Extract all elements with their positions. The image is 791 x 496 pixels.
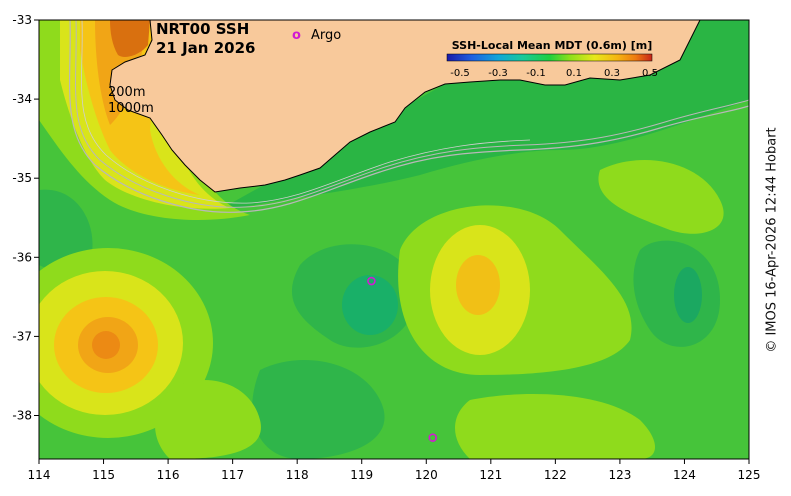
isobath-200m [68, 20, 749, 213]
argo-float-marker [367, 276, 376, 286]
x-tick-label: 125 [738, 468, 761, 482]
colorbar-tick-label: 0.1 [566, 68, 582, 79]
credit-text: © IMOS 16-Apr-2026 12:44 Hobart [764, 127, 780, 353]
x-tick-label: 120 [415, 468, 438, 482]
x-tick-label: 114 [28, 468, 51, 482]
isobath-label-200m: 200m [108, 85, 145, 100]
isobath-1000m [75, 20, 749, 208]
x-tick-label: 119 [350, 468, 373, 482]
colorbar-tick-label: 0.3 [604, 68, 620, 79]
credit-panel: © IMOS 16-Apr-2026 12:44 Hobart [760, 20, 784, 460]
argo-float-marker [428, 433, 438, 442]
east-lobe [598, 160, 724, 234]
ssh-low-center [342, 275, 398, 335]
colorbar-ticks: -0.5 -0.3 -0.1 0.1 0.3 0.5 [450, 68, 658, 79]
x-tick-label: 116 [157, 468, 180, 482]
eddy-central-inner [456, 255, 500, 315]
boundary-current-peak [110, 20, 150, 57]
south-lobe-1 [155, 380, 261, 459]
colorbar [446, 53, 653, 62]
y-tick-label: -35 [12, 171, 32, 185]
argo-legend-label: Argo [311, 28, 341, 43]
colorbar-tick-label: -0.5 [450, 68, 470, 79]
x-tick-label: 121 [479, 468, 502, 482]
ssh-low-sw [39, 189, 93, 272]
south-lobe-2 [455, 394, 655, 459]
colorbar-tick-label: 0.5 [642, 68, 658, 79]
colorbar-tick-label: -0.3 [488, 68, 508, 79]
title-product: NRT00 SSH [156, 20, 249, 38]
argo-legend-symbol: o [292, 28, 301, 43]
x-tick-label: 122 [544, 468, 567, 482]
y-tick-label: -33 [12, 13, 32, 27]
eddy-west-peak [92, 331, 120, 359]
y-tick-label: -37 [12, 329, 32, 343]
isobath-deep [81, 20, 531, 204]
argo-float-layer [367, 276, 438, 442]
x-tick-label: 117 [221, 468, 244, 482]
x-tick-label: 115 [92, 468, 115, 482]
y-tick-label: -38 [12, 408, 32, 422]
isobath-label-1000m: 1000m [108, 101, 154, 116]
x-axis: 114 115 116 117 118 119 120 121 122 123 124 125 [28, 459, 761, 482]
y-tick-label: -34 [12, 92, 32, 106]
colorbar-tick-label: -0.1 [526, 68, 546, 79]
ssh-low-east-center [674, 267, 702, 323]
y-axis: -33 -34 -35 -36 -37 -38 [12, 13, 39, 422]
plot-frame [38, 19, 750, 460]
colorbar-title: SSH-Local Mean MDT (0.6m) [m] [452, 39, 652, 52]
x-tick-label: 124 [673, 468, 696, 482]
land-mass [109, 20, 701, 193]
ssh-field [39, 20, 749, 459]
x-tick-label: 118 [286, 468, 309, 482]
x-tick-label: 123 [608, 468, 631, 482]
y-tick-label: -36 [12, 250, 32, 264]
ssh-low-south [252, 360, 385, 459]
title-date: 21 Jan 2026 [156, 39, 255, 57]
